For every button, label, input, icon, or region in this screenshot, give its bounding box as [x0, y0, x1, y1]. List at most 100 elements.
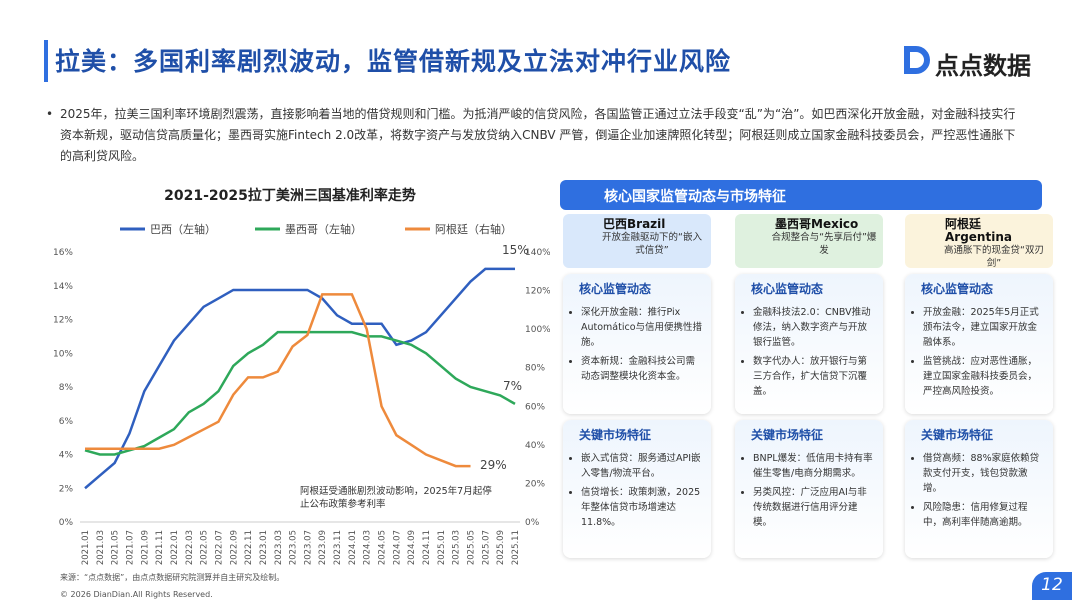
section-title: 关键市场特征: [751, 428, 824, 442]
x-tick-label: 2021.03: [96, 530, 106, 565]
item: 风险隐患：信用修复过程中，高利率伴随高逾期。: [923, 500, 1045, 530]
annotation: 29%: [480, 458, 507, 472]
item-list: 深化开放金融：推行Pix Automático与信用便携性措施。资本新规：金融科…: [571, 305, 703, 384]
legend-label: 墨西哥（左轴）: [285, 222, 362, 236]
country-header: 阿根廷Argentina 高通胀下的现金贷“双刃剑”: [905, 214, 1053, 269]
item: 监管挑战：应对恶性通胀，建立国家金融科技委员会，严控高风险投资。: [923, 354, 1045, 399]
item: 资本新规：金融科技公司需动态调整模块化资本金。: [581, 354, 703, 384]
x-tick-label: 2024.05: [378, 530, 388, 565]
x-tick-label: 2022.07: [214, 530, 224, 565]
x-tick-label: 2023.01: [259, 530, 269, 565]
item: 信贷增长：政策刺激，2025年整体信贷市场增速达11.8%。: [581, 485, 703, 530]
x-tick-label: 2025.05: [467, 530, 477, 565]
item-list: 金融科技法2.0：CNBV推动修法，纳入数字资产与开放银行监管。数字代办人：放开…: [743, 305, 875, 399]
y2-tick-label: 0%: [525, 518, 540, 528]
x-tick-label: 2024.11: [422, 530, 432, 565]
x-tick-label: 2021.05: [111, 530, 121, 565]
x-tick-label: 2025.01: [437, 530, 447, 565]
x-tick-label: 2024.01: [348, 530, 358, 565]
x-tick-label: 2022.05: [200, 530, 210, 565]
country-name: 墨西哥Mexico: [775, 217, 859, 231]
section-title: 核心监管动态: [751, 282, 824, 296]
logo-icon: [904, 46, 930, 74]
section-title: 核心监管动态: [579, 282, 652, 296]
y2-tick-label: 60%: [525, 402, 545, 412]
item: 嵌入式信贷：服务通过API嵌入零售/物流平台。: [581, 451, 703, 481]
x-tick-label: 2023.03: [274, 530, 284, 565]
x-tick-label: 2023.07: [303, 530, 313, 565]
item-list: 借贷高频：88%家庭依赖贷款支付开支，钱包贷款激增。风险隐患：信用修复过程中，高…: [913, 451, 1045, 530]
y-tick-label: 6%: [59, 417, 74, 427]
item: 另类风控：广泛应用AI与非传统数据进行信用评分建模。: [753, 485, 875, 530]
series-line: [84, 330, 516, 456]
x-tick-label: 2023.11: [333, 530, 343, 565]
country-name: 巴西Brazil: [603, 217, 666, 231]
y2-tick-label: 20%: [525, 479, 545, 489]
y-tick-label: 12%: [53, 316, 73, 326]
item: BNPL爆发：低信用卡持有率催生零售/电商分期需求。: [753, 451, 875, 481]
country-name: 阿根廷Argentina: [945, 217, 1012, 244]
country-header: 墨西哥Mexico 合规整合与“先享后付”爆发: [735, 214, 883, 268]
section-box: 核心监管动态深化开放金融：推行Pix Automático与信用便携性措施。资本…: [563, 274, 711, 414]
x-tick-label: 2021.07: [125, 530, 135, 565]
y-tick-label: 4%: [59, 451, 74, 461]
x-tick-label: 2022.01: [170, 530, 180, 565]
item-list: BNPL爆发：低信用卡持有率催生零售/电商分期需求。另类风控：广泛应用AI与非传…: [743, 451, 875, 530]
section-box: 关键市场特征嵌入式信贷：服务通过API嵌入零售/物流平台。信贷增长：政策刺激，2…: [563, 420, 711, 558]
x-tick-label: 2021.09: [140, 530, 150, 565]
x-tick-label: 2022.03: [185, 530, 195, 565]
x-tick-label: 2021.11: [155, 530, 165, 565]
x-tick-label: 2023.05: [289, 530, 299, 565]
y2-tick-label: 80%: [525, 364, 545, 374]
country-column: 墨西哥Mexico合规整合与“先享后付”爆发核心监管动态金融科技法2.0：CNB…: [735, 214, 883, 564]
copyright: © 2026 DianDian.All Rights Reserved.: [60, 590, 213, 599]
y-tick-label: 10%: [53, 349, 73, 359]
x-tick-label: 2022.11: [244, 530, 254, 565]
x-tick-label: 2025.11: [511, 530, 521, 565]
x-tick-label: 2021.01: [81, 530, 91, 565]
legend-label: 阿根廷（右轴）: [435, 222, 512, 236]
annotation: 15%: [502, 243, 529, 257]
page-number: 12: [1032, 572, 1072, 600]
x-tick-label: 2025.09: [496, 530, 506, 565]
note: 止公布政策参考利率: [300, 498, 386, 510]
legend-label: 巴西（左轴）: [150, 222, 216, 236]
y2-tick-label: 120%: [525, 287, 550, 297]
item: 深化开放金融：推行Pix Automático与信用便携性措施。: [581, 305, 703, 350]
annotation: 7%: [503, 379, 522, 393]
x-tick-label: 2023.09: [318, 530, 328, 565]
section-box: 核心监管动态金融科技法2.0：CNBV推动修法，纳入数字资产与开放银行监管。数字…: [735, 274, 883, 414]
item-list: 开放金融：2025年5月正式颁布法令，建立国家开放金融体系。监管挑战：应对恶性通…: [913, 305, 1045, 399]
section-title: 关键市场特征: [921, 428, 994, 442]
country-subtitle: 合规整合与“先享后付”爆发: [771, 232, 877, 256]
section-box: 关键市场特征 BNPL爆发：低信用卡持有率催生零售/电商分期需求。另类风控：广泛应…: [735, 420, 883, 558]
item: 数字代办人：放开银行与第三方合作，扩大信贷下沉覆盖。: [753, 354, 875, 399]
section-box: 核心监管动态开放金融：2025年5月正式颁布法令，建立国家开放金融体系。监管挑战…: [905, 274, 1053, 414]
country-column: 阿根廷Argentina高通胀下的现金贷“双刃剑”核心监管动态开放金融：2025…: [905, 214, 1053, 564]
y-tick-label: 8%: [59, 383, 74, 393]
y2-tick-label: 140%: [525, 248, 550, 258]
y-tick-label: 14%: [53, 282, 73, 292]
x-tick-label: 2024.09: [407, 530, 417, 565]
y2-tick-label: 100%: [525, 325, 550, 335]
x-tick-label: 2022.09: [229, 530, 239, 565]
logo: 点点数据: [935, 52, 1031, 80]
y-tick-label: 0%: [59, 518, 74, 528]
note: 阿根廷受通胀剧烈波动影响，2025年7月起停: [300, 485, 492, 497]
country-subtitle: 高通胀下的现金贷“双刃剑”: [944, 245, 1044, 269]
section-title: 核心监管动态: [921, 282, 994, 296]
item-list: 嵌入式信贷：服务通过API嵌入零售/物流平台。信贷增长：政策刺激，2025年整体…: [571, 451, 703, 530]
y-tick-label: 2%: [59, 484, 74, 494]
source: 来源：“点点数据”，由点点数据研究院测算并自主研究及绘制。: [60, 573, 285, 582]
title-bar: [44, 40, 48, 82]
y2-tick-label: 40%: [525, 441, 545, 451]
item: 借贷高频：88%家庭依赖贷款支付开支，钱包贷款激增。: [923, 451, 1045, 496]
intro-text: 2025年，拉美三国利率环境剧烈震荡，直接影响着当地的借贷规则和门槛。为抵消严峻…: [46, 104, 1025, 167]
section-title: 关键市场特征: [579, 428, 652, 442]
x-tick-label: 2025.03: [452, 530, 462, 565]
section-box: 关键市场特征借贷高频：88%家庭依赖贷款支付开支，钱包贷款激增。风险隐患：信用修…: [905, 420, 1053, 558]
chart-title: 2021-2025拉丁美洲三国基准利率走势: [164, 187, 416, 204]
country-header: 巴西Brazil 开放金融驱动下的“嵌入式信贷”: [563, 214, 711, 268]
